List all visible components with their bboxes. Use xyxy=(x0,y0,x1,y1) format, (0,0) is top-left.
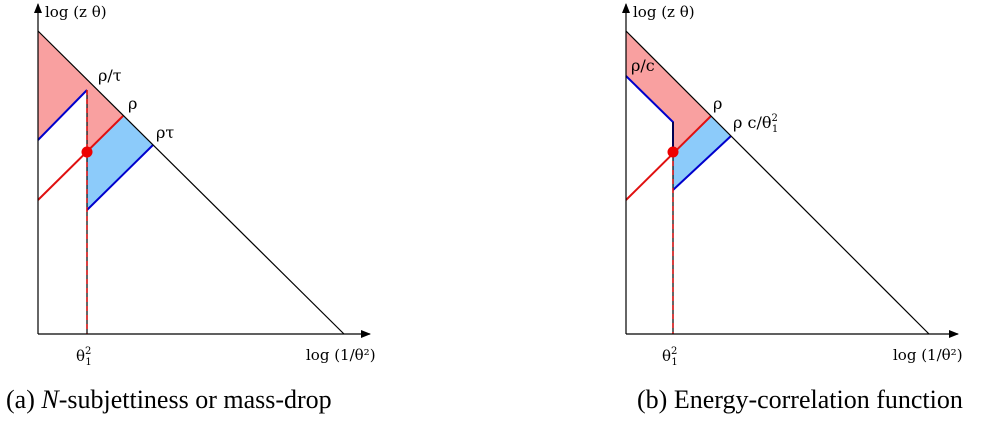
panel-a: log (z θ) log (1/θ²) θ2 1 ρ/τ ρ ρτ (a) N-… xyxy=(6,3,376,414)
diagonal-boundary xyxy=(625,30,930,335)
emission-point xyxy=(667,146,679,158)
caption-a: (a) N-subjettiness or mass-drop xyxy=(6,385,332,414)
blue-boundary-lower xyxy=(86,144,154,211)
blue-boundary-lower xyxy=(672,135,732,191)
label-rho: ρ xyxy=(713,94,722,113)
theta1-tick-label: θ2 1 xyxy=(76,346,92,368)
label-rho-c-over-theta1-sq: ρ c/θ2 1 xyxy=(733,113,778,135)
label-rho-tau: ρτ xyxy=(156,123,174,142)
red-line xyxy=(625,115,712,201)
emission-point xyxy=(81,146,93,158)
panel-b: log (z θ) log (1/θ²) θ2 1 ρ/c ρ ρ c/θ2 1 (… xyxy=(622,3,963,414)
label-rho: ρ xyxy=(128,94,137,113)
x-axis-label: log (1/θ²) xyxy=(306,346,376,364)
diagonal-boundary xyxy=(37,30,345,335)
red-region xyxy=(38,31,123,152)
theta1-tick-label: θ2 1 xyxy=(662,346,678,368)
blue-region xyxy=(87,116,153,210)
blue-boundary-upper xyxy=(37,89,88,141)
red-region xyxy=(626,31,711,152)
caption-b: (b) Energy-correlation function xyxy=(637,385,963,414)
x-axis-label: log (1/θ²) xyxy=(893,346,963,364)
label-rho-over-tau: ρ/τ xyxy=(98,66,122,85)
blue-region xyxy=(673,116,731,190)
y-axis-label: log (z θ) xyxy=(633,3,695,21)
label-rho-over-c: ρ/c xyxy=(631,56,655,75)
y-axis-label: log (z θ) xyxy=(45,3,107,21)
red-line xyxy=(37,115,124,201)
